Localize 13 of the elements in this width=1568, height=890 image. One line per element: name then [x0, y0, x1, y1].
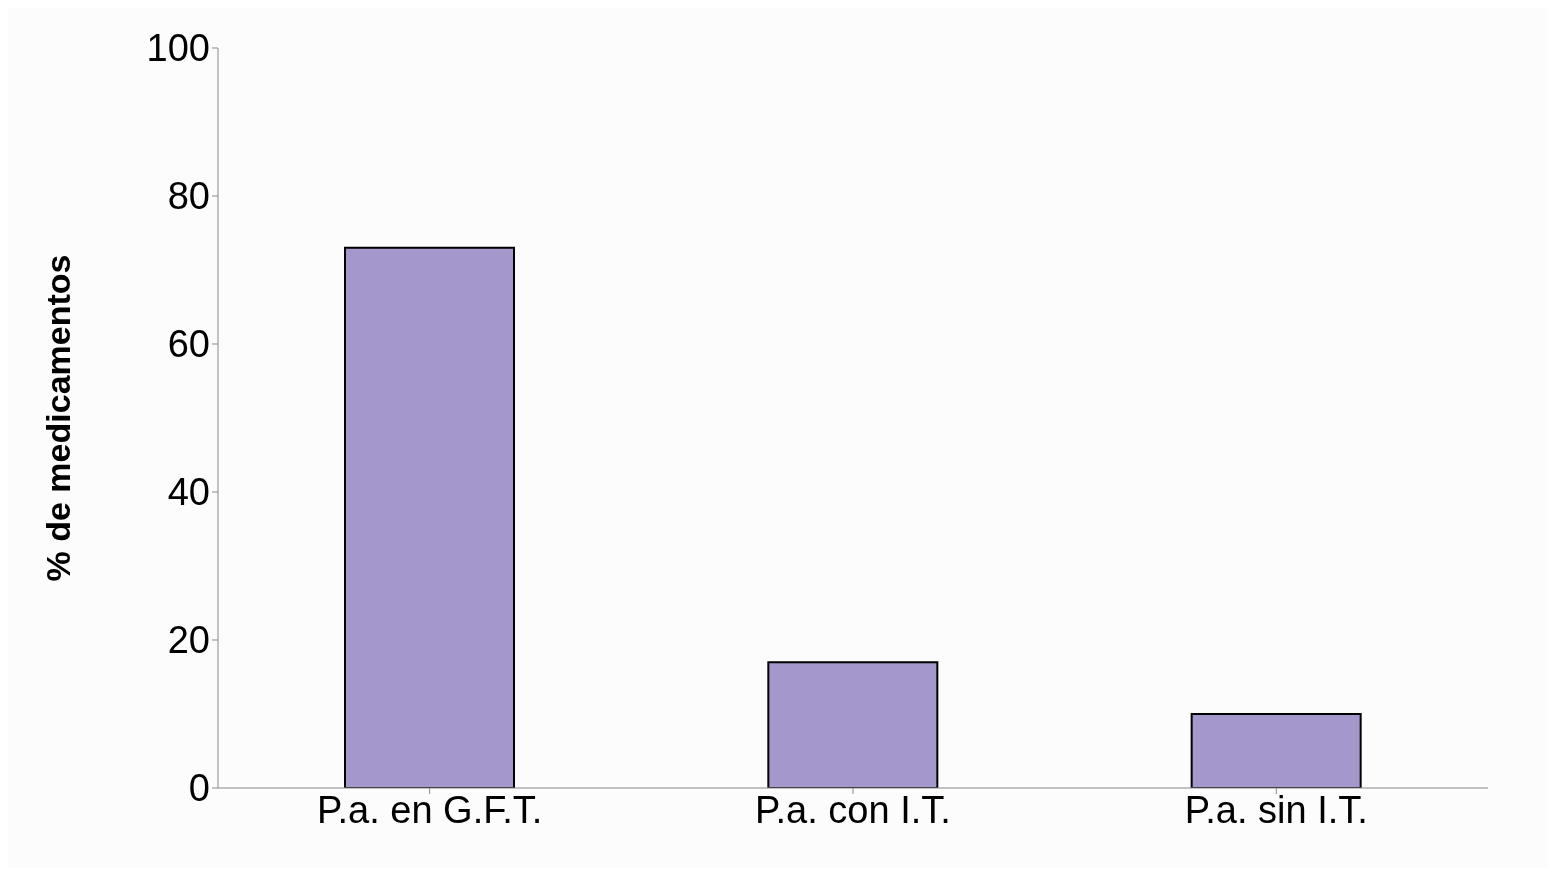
y-tick-label: 0 [188, 767, 210, 810]
y-tick-label: 60 [167, 323, 210, 366]
bar [1190, 713, 1362, 788]
x-tick-label: P.a. sin I.T. [1184, 788, 1368, 831]
x-tick-label: P.a. con I.T. [755, 788, 951, 831]
y-tick-label: 80 [167, 175, 210, 218]
y-axis-title: % de medicamentos [39, 254, 78, 582]
y-tick-label: 20 [167, 619, 210, 662]
y-tick-label: 100 [146, 27, 210, 70]
bar [767, 661, 939, 788]
x-tick-label: P.a. en G.F.T. [317, 788, 543, 831]
y-tick-label: 40 [167, 471, 210, 514]
bar [344, 246, 515, 788]
